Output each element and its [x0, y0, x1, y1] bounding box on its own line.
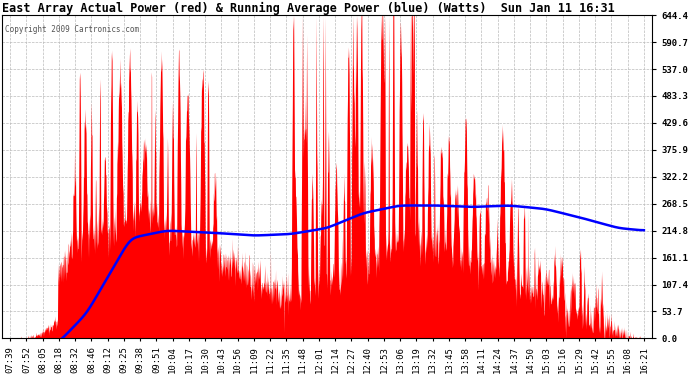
Text: East Array Actual Power (red) & Running Average Power (blue) (Watts)  Sun Jan 11: East Array Actual Power (red) & Running … [2, 2, 615, 15]
Text: Copyright 2009 Cartronics.com: Copyright 2009 Cartronics.com [6, 25, 139, 34]
